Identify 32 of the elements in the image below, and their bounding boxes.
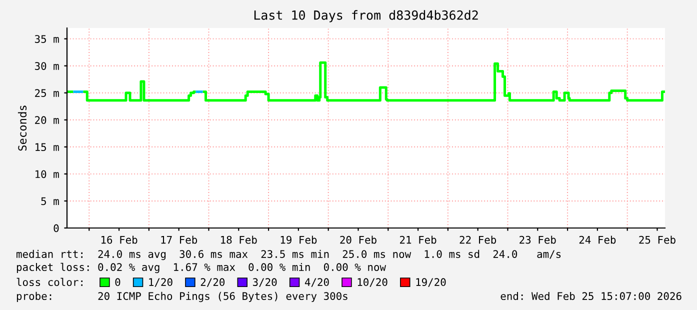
legend-label: 2/20 <box>200 278 225 287</box>
x-tick-label: 16 Feb <box>101 236 138 244</box>
y-tick-label: 15 m <box>36 143 59 152</box>
y-axis-title: Seconds <box>18 106 27 151</box>
x-tick-label: 23 Feb <box>520 236 556 244</box>
x-tick-label: 18 Feb <box>221 236 257 244</box>
x-tick-label: 17 Feb <box>161 236 198 244</box>
x-tick-label: 25 Feb <box>639 236 676 244</box>
x-tick-label: 21 Feb <box>400 236 436 244</box>
x-tick-label: 22 Feb <box>460 236 496 244</box>
text: median rtt: 24.0 ms avg 30.6 ms max 23.5 ms min 25.0 ms now 1.0 ms sd 24.0 am/s <box>16 250 561 260</box>
legend-label: 10/20 <box>358 278 388 287</box>
legend-title: loss color: <box>16 278 82 286</box>
legend-label: 3/20 <box>252 278 277 287</box>
legend-label: 0 <box>115 278 120 286</box>
y-tick-label: 35 m <box>34 35 59 43</box>
x-tick-label: 20 Feb <box>340 236 376 244</box>
text: probe: 20 ICMP Echo Pings (56 Bytes) every 300s <box>16 292 348 302</box>
y-tick-label: 25 m <box>35 89 59 97</box>
x-tick-label: 24 Feb <box>579 236 616 244</box>
chart-title: Last 10 Days from d839d4b362d2 <box>254 10 478 22</box>
y-tick-label: 30 m <box>34 62 59 70</box>
x-tick-label: 19 Feb <box>280 236 317 244</box>
legend-label: 1/20 <box>149 278 172 287</box>
y-tick-label: 20 m <box>35 116 59 124</box>
text: packet loss: 0.02 % avg 1.67 % max 0.00 % min 0.00 % now <box>16 262 386 274</box>
legend-label: 4/20 <box>304 278 329 287</box>
y-tick-label: 0 <box>54 224 59 232</box>
y-tick-label: 10 m <box>36 170 59 178</box>
y-tick-label: 5 m <box>41 197 59 206</box>
legend-label: 19/20 <box>416 278 446 287</box>
text: end: Wed Feb 25 15:07:00 2026 <box>500 292 682 300</box>
